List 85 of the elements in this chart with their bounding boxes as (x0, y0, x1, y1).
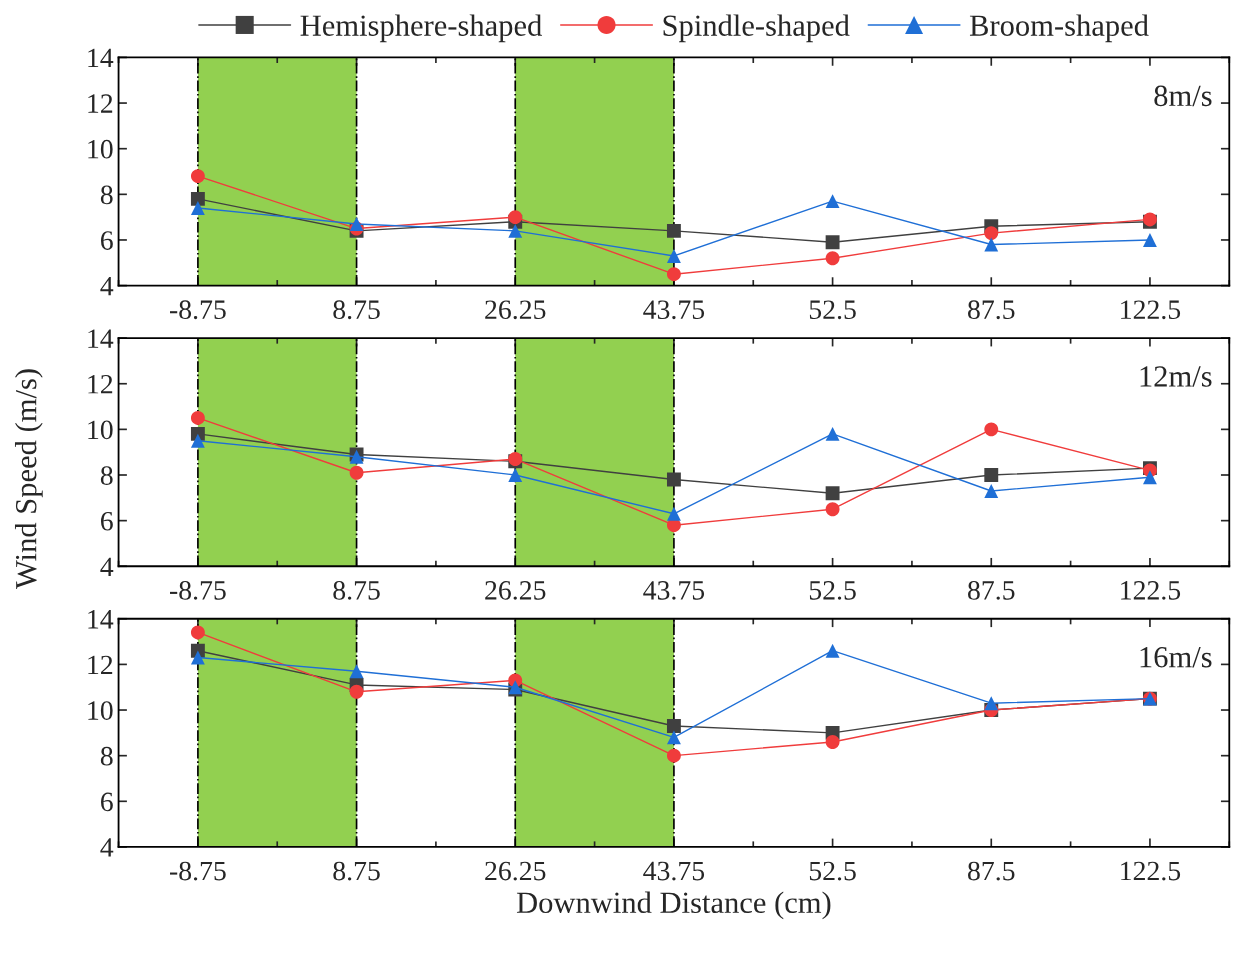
legend-label: Broom-shaped (969, 14, 1149, 43)
y-tick-label: 6 (101, 792, 113, 812)
point (984, 696, 999, 711)
x-tick-label: 87.5 (968, 580, 1015, 600)
point (190, 169, 205, 184)
point (666, 730, 681, 745)
point (666, 249, 681, 263)
point (825, 426, 840, 441)
y-tick-label: 8 (100, 466, 113, 485)
x-tick-label: 43.75 (643, 581, 705, 600)
annotation: 12m/s (1140, 366, 1212, 387)
point (349, 684, 364, 699)
point (825, 735, 840, 749)
x-tick-label: 52.5 (809, 861, 856, 881)
x-tick-label: 43.75 (643, 861, 705, 881)
y-tick-label: 6 (101, 511, 113, 531)
point (1143, 470, 1157, 485)
point (984, 422, 999, 437)
x-tick-label: 52.5 (809, 300, 856, 320)
x-tick-label: 8.75 (333, 580, 380, 600)
y-tick-label: 8 (100, 746, 113, 766)
point (984, 226, 999, 241)
y-tick-label: 10 (88, 420, 113, 440)
point (190, 411, 205, 425)
y-tick-label: 10 (88, 701, 113, 720)
point (825, 194, 840, 209)
point (825, 235, 840, 250)
point (825, 502, 840, 517)
y-tick-label: 10 (88, 139, 113, 159)
legend-label: Hemisphere-shaped (300, 14, 542, 43)
point (190, 201, 205, 215)
point (349, 465, 364, 480)
point (984, 468, 999, 482)
point (190, 625, 205, 640)
x-tick-label: 87.5 (968, 861, 1015, 881)
y-tick-label: 4 (100, 276, 114, 296)
y-tick-label: 14 (88, 329, 114, 348)
y-tick-label: 14 (88, 48, 114, 68)
x-tick-label: 43.75 (643, 300, 705, 320)
y-tick-label: 4 (100, 838, 114, 857)
point (666, 223, 681, 238)
point (508, 210, 523, 225)
point (349, 664, 364, 679)
point (825, 251, 840, 266)
x-tick-label: 26.25 (485, 861, 546, 881)
point (190, 191, 205, 206)
point (666, 719, 681, 733)
y-tick-label: 8 (100, 185, 113, 205)
x-tick-label: 8.75 (333, 861, 380, 881)
y-tick-label: 4 (100, 557, 114, 576)
point (825, 643, 840, 658)
legend-label: Spindle-shaped (663, 14, 850, 43)
point (666, 748, 681, 763)
point (666, 472, 681, 487)
point (190, 650, 205, 665)
x-tick-label: 122.5 (1121, 581, 1181, 600)
y-tick-label: 14 (88, 610, 114, 629)
x-tick-label: 26.25 (485, 300, 546, 320)
y-axis-title: Wind Speed (m/s) (14, 369, 43, 590)
point (666, 267, 681, 282)
x-tick-label: 122.5 (1121, 300, 1181, 320)
y-tick-label: 12 (88, 374, 113, 394)
x-tick-label: -8.75 (170, 580, 226, 600)
y-tick-label: 12 (88, 655, 113, 675)
annotation: 8m/s (1154, 85, 1212, 107)
x-tick-label: -8.75 (170, 861, 226, 881)
x-tick-label: -8.75 (170, 300, 226, 320)
x-tick-label: 26.25 (485, 581, 546, 600)
point (825, 486, 840, 501)
x-tick-label: 8.75 (333, 300, 380, 320)
x-tick-label: 122.5 (1121, 861, 1181, 881)
point (190, 433, 205, 448)
point (666, 506, 681, 521)
y-tick-label: 12 (88, 94, 113, 113)
point (508, 468, 523, 482)
x-tick-label: 52.5 (809, 581, 856, 600)
point (349, 217, 364, 231)
x-axis-title: Downwind Distance (cm) (516, 891, 831, 920)
y-tick-label: 6 (101, 231, 113, 250)
point (1143, 233, 1157, 247)
point (984, 237, 999, 252)
point (508, 223, 523, 238)
annotation: 16m/s (1140, 646, 1212, 668)
point (984, 484, 999, 498)
x-tick-label: 87.5 (968, 300, 1015, 320)
